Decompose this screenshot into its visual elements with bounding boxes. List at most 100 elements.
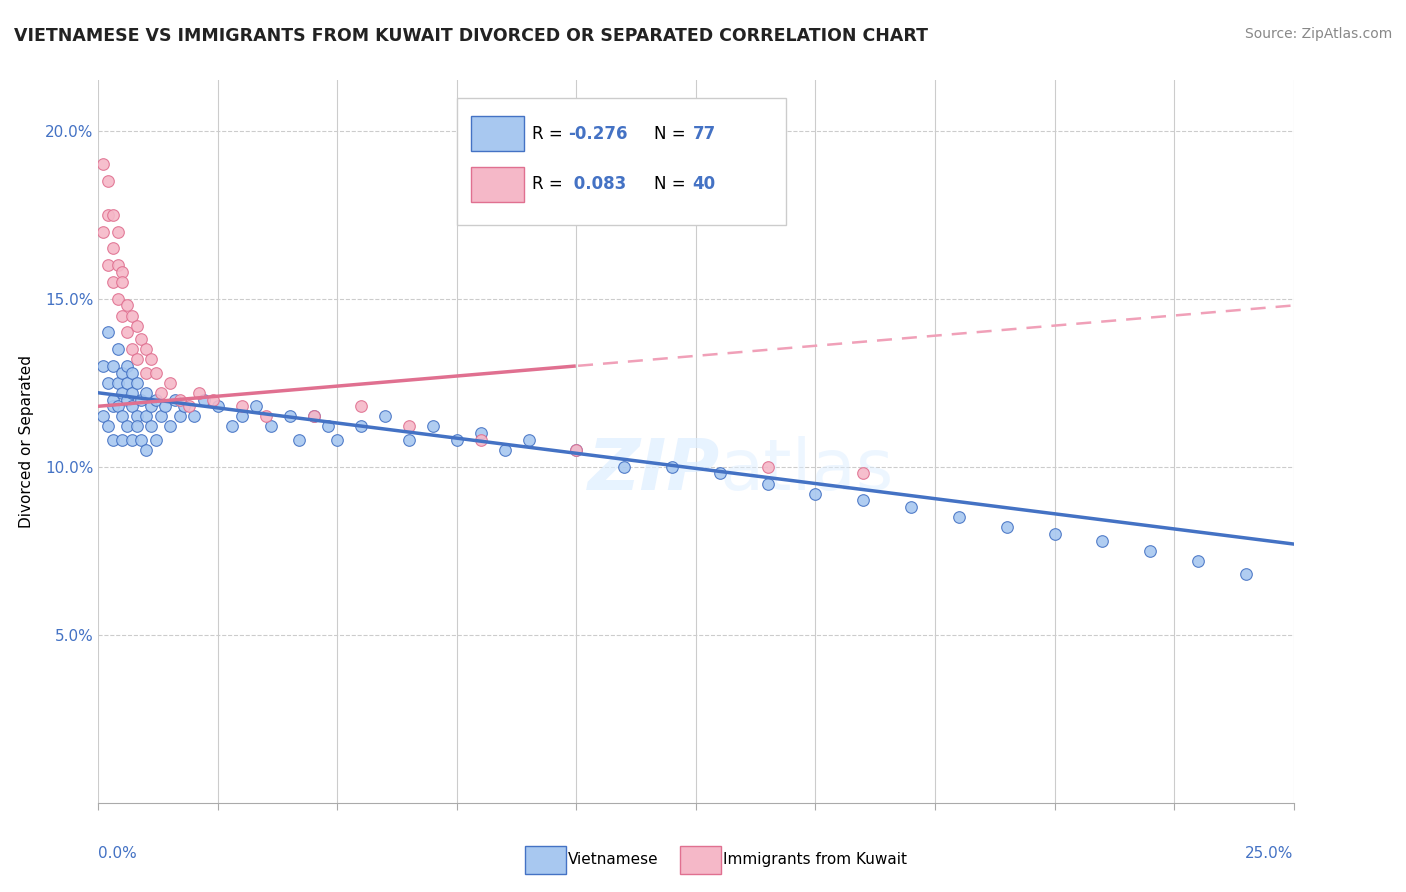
Point	[183, 409, 205, 424]
Point	[121, 433, 143, 447]
Point	[111, 385, 134, 400]
Point	[145, 433, 167, 447]
Point	[179, 399, 201, 413]
Point	[149, 385, 172, 400]
Point	[709, 467, 731, 481]
Point	[1043, 527, 1066, 541]
Point	[125, 419, 148, 434]
Point	[97, 174, 120, 188]
Point	[121, 399, 143, 413]
FancyBboxPatch shape	[524, 847, 565, 873]
Point	[221, 419, 243, 434]
Point	[350, 419, 373, 434]
Point	[135, 442, 157, 457]
Point	[446, 433, 468, 447]
Point	[135, 409, 157, 424]
Point	[125, 352, 148, 367]
Point	[145, 366, 167, 380]
Point	[121, 309, 143, 323]
Point	[107, 376, 129, 390]
Point	[254, 409, 277, 424]
Point	[115, 326, 138, 340]
Point	[107, 342, 129, 356]
Point	[115, 419, 138, 434]
Point	[173, 399, 195, 413]
Point	[101, 241, 124, 255]
Point	[302, 409, 325, 424]
Point	[111, 275, 134, 289]
Point	[1187, 554, 1209, 568]
Point	[101, 359, 124, 373]
Point	[207, 399, 229, 413]
Point	[115, 392, 138, 407]
Point	[107, 258, 129, 272]
Point	[139, 399, 162, 413]
Point	[135, 366, 157, 380]
Point	[115, 376, 138, 390]
Text: N =: N =	[654, 125, 690, 143]
Point	[111, 265, 134, 279]
Point	[302, 409, 325, 424]
Text: -0.276: -0.276	[568, 125, 627, 143]
Point	[107, 225, 129, 239]
Point	[135, 385, 157, 400]
Text: Immigrants from Kuwait: Immigrants from Kuwait	[724, 853, 907, 867]
Point	[470, 433, 492, 447]
Point	[661, 459, 683, 474]
Point	[398, 419, 420, 434]
Point	[121, 366, 143, 380]
Point	[288, 433, 311, 447]
Point	[1234, 567, 1257, 582]
Point	[159, 419, 181, 434]
Point	[422, 419, 444, 434]
Point	[121, 342, 143, 356]
Point	[995, 520, 1018, 534]
Point	[125, 318, 148, 333]
Point	[101, 433, 124, 447]
Point	[107, 292, 129, 306]
Point	[948, 510, 970, 524]
Point	[278, 409, 301, 424]
Point	[91, 225, 114, 239]
Point	[115, 298, 138, 312]
Point	[169, 409, 191, 424]
Text: atlas: atlas	[720, 436, 894, 505]
Point	[163, 392, 186, 407]
Point	[326, 433, 349, 447]
Point	[1091, 533, 1114, 548]
Y-axis label: Divorced or Separated: Divorced or Separated	[20, 355, 34, 528]
Point	[159, 376, 181, 390]
Point	[169, 392, 191, 407]
Text: R =: R =	[533, 125, 568, 143]
Point	[139, 419, 162, 434]
Point	[135, 342, 157, 356]
Point	[756, 459, 779, 474]
Point	[97, 326, 120, 340]
Point	[91, 359, 114, 373]
Text: 0.083: 0.083	[568, 176, 626, 194]
Point	[202, 392, 225, 407]
Point	[111, 309, 134, 323]
Point	[97, 258, 120, 272]
Text: 40: 40	[692, 176, 716, 194]
Text: Vietnamese: Vietnamese	[568, 853, 659, 867]
Text: R =: R =	[533, 176, 568, 194]
Point	[131, 332, 153, 346]
Point	[155, 399, 177, 413]
FancyBboxPatch shape	[681, 847, 721, 873]
Point	[517, 433, 540, 447]
Point	[111, 409, 134, 424]
Point	[231, 409, 253, 424]
FancyBboxPatch shape	[471, 116, 524, 151]
Point	[245, 399, 267, 413]
Point	[852, 493, 875, 508]
Point	[494, 442, 516, 457]
Point	[107, 399, 129, 413]
Text: 0.0%: 0.0%	[98, 847, 138, 861]
Point	[565, 442, 588, 457]
Point	[193, 392, 215, 407]
Point	[97, 419, 120, 434]
Text: Source: ZipAtlas.com: Source: ZipAtlas.com	[1244, 27, 1392, 41]
Point	[756, 476, 779, 491]
Text: 77: 77	[692, 125, 716, 143]
